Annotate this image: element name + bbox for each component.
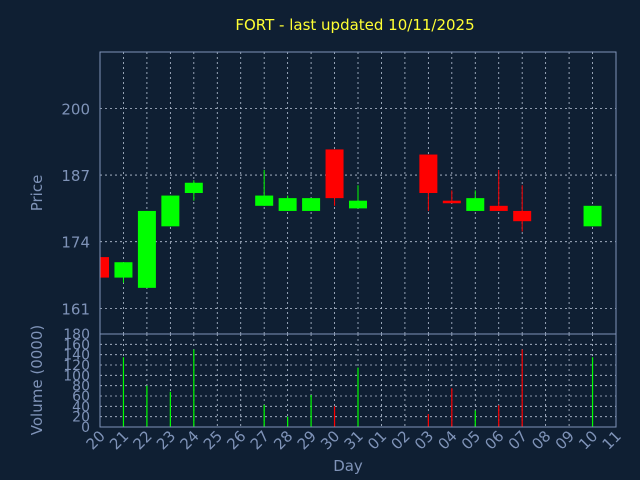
candle-body — [442, 200, 461, 204]
x-tick-label: 01 — [364, 427, 390, 453]
x-tick-label: 26 — [223, 427, 249, 453]
x-tick-label: 07 — [505, 427, 531, 453]
x-axis-ticks: 2021222324252627282930310102030405060708… — [83, 427, 625, 453]
price-axis-ticks: 161 174 187 200 — [61, 100, 90, 318]
price-axis-label: Price — [28, 175, 46, 212]
price-tick-label: 161 — [61, 300, 90, 318]
volume-tick-label: 0 — [81, 420, 90, 436]
x-tick-label: 04 — [434, 427, 460, 453]
x-tick-label: 06 — [481, 427, 507, 453]
candle-body — [184, 182, 203, 193]
candle-body — [489, 205, 508, 211]
volume-axis-label: Volume (0000) — [28, 325, 46, 435]
candle-body — [466, 198, 485, 211]
candle-body — [349, 200, 367, 209]
x-tick-label: 22 — [130, 427, 156, 453]
price-tick-label: 187 — [61, 167, 90, 185]
x-tick-label: 25 — [200, 427, 226, 453]
x-tick-label: 03 — [411, 427, 437, 453]
volume-tick-label: 100 — [63, 368, 90, 384]
x-tick-label: 02 — [388, 427, 414, 453]
x-tick-label: 08 — [528, 427, 554, 453]
candle-body — [255, 195, 274, 206]
candle-body — [302, 198, 321, 211]
x-tick-label: 27 — [247, 427, 273, 453]
candle-body — [114, 262, 133, 278]
candle-body — [513, 210, 532, 222]
candle-body — [278, 198, 297, 211]
x-tick-label: 30 — [317, 427, 343, 453]
candle-body — [100, 257, 109, 278]
price-panel: 161 174 187 200 Price — [28, 51, 617, 335]
x-tick-label: 05 — [458, 427, 484, 453]
volume-tick-label: 20 — [72, 410, 90, 426]
x-tick-label: 11 — [599, 427, 625, 453]
volume-bars — [122, 349, 594, 427]
x-axis-label: Day — [333, 457, 363, 475]
x-tick-label: 21 — [106, 427, 132, 453]
volume-tick-label: 60 — [72, 389, 90, 405]
price-candles — [99, 149, 602, 288]
volume-tick-label: 180 — [63, 327, 90, 343]
volume-tick-label: 140 — [63, 348, 90, 364]
candle-body — [325, 149, 344, 199]
volume-tick-label: 80 — [72, 379, 90, 395]
volume-tick-label: 160 — [63, 337, 90, 353]
volume-frame — [99, 333, 617, 428]
x-tick-label: 09 — [552, 427, 578, 453]
x-tick-label: 28 — [270, 427, 296, 453]
volume-tick-label: 120 — [63, 358, 90, 374]
x-tick-label: 24 — [176, 427, 202, 453]
volume-tick-label: 40 — [72, 399, 90, 415]
candle-body — [137, 210, 156, 288]
x-tick-label: 10 — [575, 427, 601, 453]
price-tick-label: 174 — [61, 234, 90, 252]
x-tick-label: 23 — [153, 427, 179, 453]
x-tick-label: 31 — [341, 427, 367, 453]
chart-title: FORT - last updated 10/11/2025 — [235, 16, 474, 34]
candle-body — [161, 195, 180, 227]
x-tick-label: 29 — [294, 427, 320, 453]
price-tick-label: 200 — [61, 100, 90, 118]
candle-body — [583, 205, 602, 227]
volume-grid — [100, 334, 616, 427]
candle-body — [419, 154, 438, 193]
